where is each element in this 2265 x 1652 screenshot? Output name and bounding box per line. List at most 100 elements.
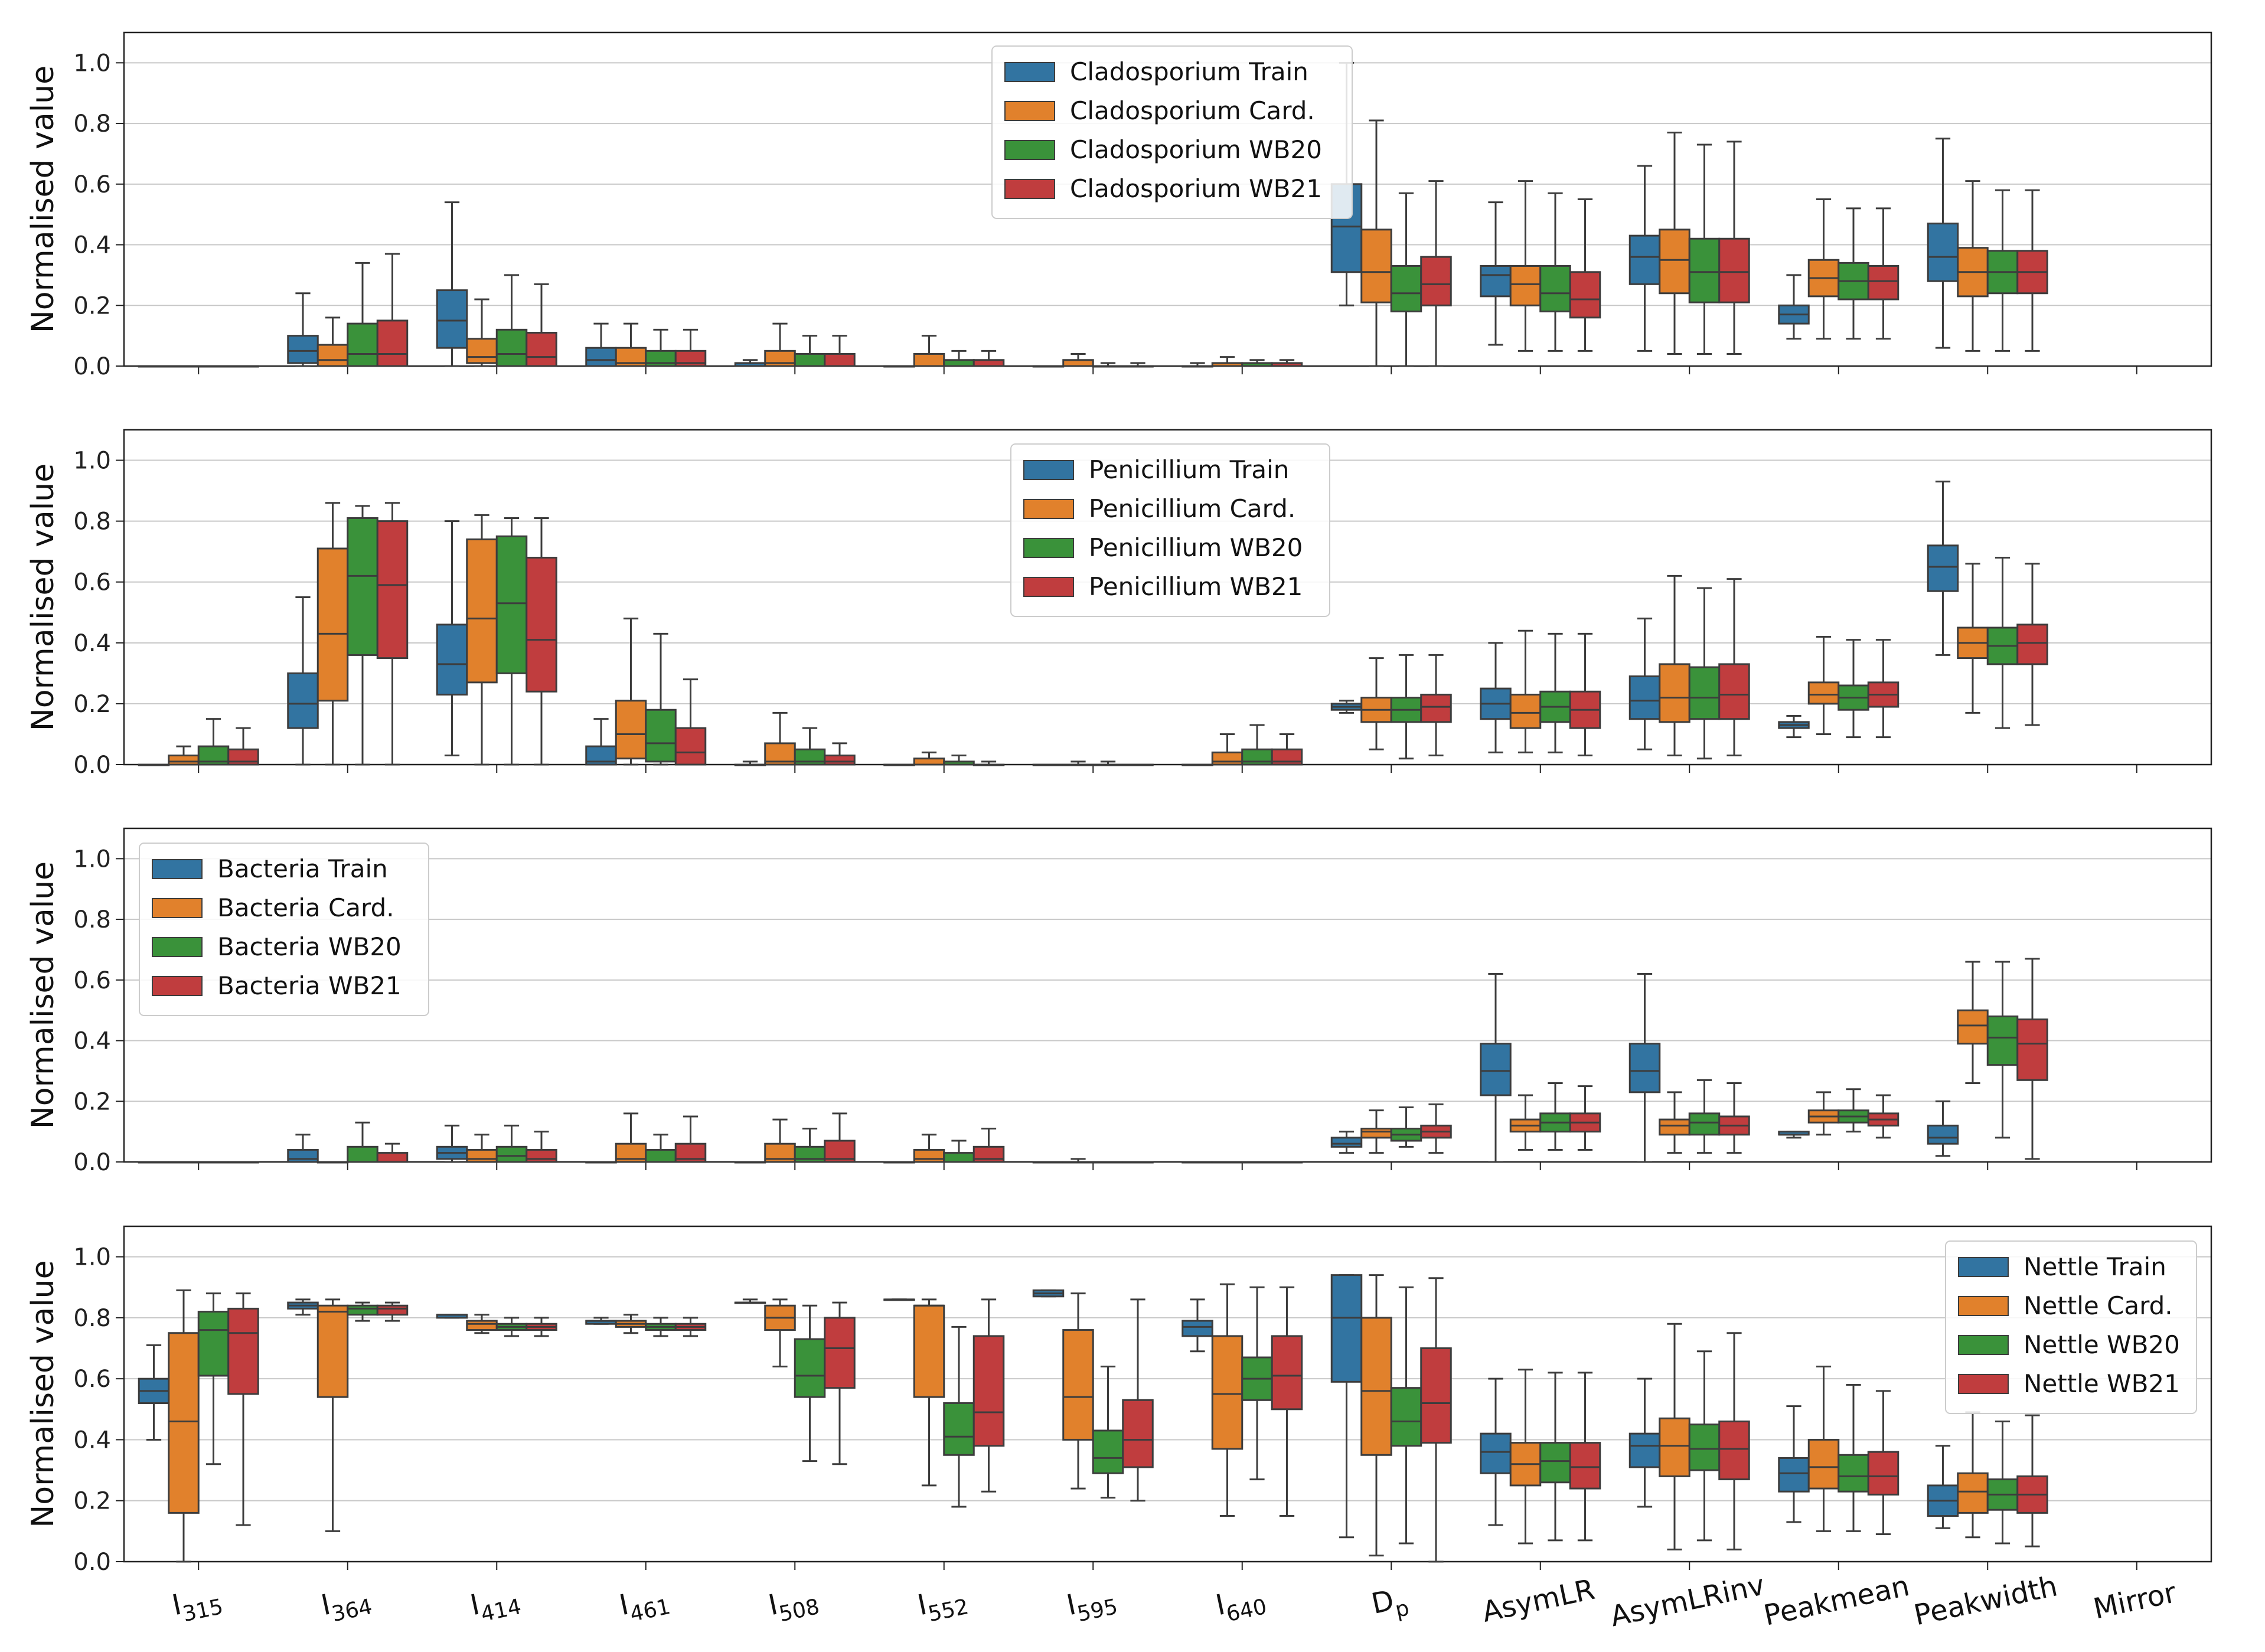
y-tick-label: 1.0 (73, 845, 111, 873)
legend-label: Bacteria Card. (217, 893, 394, 922)
box-iqr (466, 338, 498, 364)
box-card (1509, 180, 1542, 352)
box-wb20 (1092, 760, 1124, 766)
box-iqr (1182, 1320, 1213, 1337)
legend-box (991, 45, 1353, 219)
box-card (316, 502, 349, 766)
box-wb21 (1569, 1085, 1601, 1151)
box-iqr (316, 1304, 349, 1398)
box-train (585, 1161, 617, 1164)
box-train (1182, 1161, 1213, 1164)
box-card (1659, 132, 1690, 355)
box-train (734, 760, 766, 766)
box-card (764, 322, 796, 367)
box-wb20 (794, 335, 826, 367)
box-card (168, 745, 200, 766)
box-wb20 (1688, 1079, 1721, 1154)
box-iqr (287, 672, 319, 729)
box-train (138, 365, 170, 368)
box-iqr (376, 1152, 409, 1163)
box-card (1509, 1369, 1542, 1545)
box-wb20 (197, 718, 230, 766)
box-wb20 (1688, 143, 1721, 355)
box-iqr (1360, 1317, 1392, 1456)
box-iqr (287, 1148, 319, 1163)
box-card (1957, 563, 1989, 714)
box-wb21 (1569, 1372, 1601, 1542)
box-wb20 (1986, 189, 2019, 352)
box-iqr (495, 328, 528, 367)
box-iqr (287, 335, 319, 364)
panel-2: 0.0 0.2 0.4 0.6 0.8 1.0 Normalised value Penici… (25, 429, 2212, 779)
box-card (615, 1112, 647, 1163)
box-wb21 (2016, 563, 2048, 726)
box-wb20 (1838, 207, 1869, 340)
box-wb21 (1867, 1390, 1900, 1536)
y-tick-label: 0.0 (73, 353, 111, 380)
box-iqr (913, 758, 945, 766)
box-iqr (824, 1317, 856, 1389)
box-wb20 (347, 262, 378, 367)
legend-swatch (1023, 499, 1074, 519)
box-card (615, 322, 647, 367)
box-iqr (1807, 1438, 1840, 1490)
box-wb21 (1867, 639, 1900, 739)
y-tick-label: 1.0 (73, 50, 111, 77)
legend-label: Nettle WB21 (2024, 1369, 2180, 1398)
plot-frame (123, 1225, 2212, 1563)
legend-swatch (152, 976, 203, 996)
box-wb21 (674, 1115, 707, 1163)
box-card (913, 335, 945, 367)
box-card (316, 316, 349, 367)
box-wb20 (1539, 632, 1571, 753)
x-tick-label: I315 (169, 1579, 226, 1628)
box-card (1211, 1161, 1244, 1164)
box-train (436, 1124, 468, 1163)
box-wb21 (227, 1161, 259, 1164)
y-tick-label: 0.2 (73, 1488, 111, 1515)
y-tick-label: 0.2 (73, 1088, 111, 1115)
box-card (913, 1298, 945, 1487)
legend-box (139, 843, 429, 1016)
box-card (168, 1161, 200, 1164)
legend-label: Penicillium Train (1089, 455, 1289, 484)
box-wb21 (1122, 1161, 1154, 1164)
box-card (1957, 180, 1989, 352)
box-train (138, 1344, 170, 1441)
box-train (1927, 138, 1959, 349)
box-iqr (1480, 1043, 1512, 1096)
box-iqr (347, 1304, 378, 1316)
x-tick-label: Peakwidth (1911, 1569, 2061, 1632)
box-iqr (1718, 663, 1750, 720)
box-wb21 (674, 328, 707, 367)
box-wb21 (972, 350, 1005, 367)
box-wb20 (1539, 192, 1571, 352)
y-axis-label: Normalised value (25, 66, 61, 333)
box-wb20 (1092, 1366, 1124, 1499)
box-train (585, 322, 617, 367)
box-iqr (1867, 1451, 1900, 1496)
box-card (913, 751, 945, 766)
box-iqr (585, 347, 617, 367)
legend: Nettle Train Nettle Card. Nettle WB20 Nettl… (1945, 1240, 2197, 1414)
box-train (1778, 715, 1810, 739)
box-wb21 (526, 517, 557, 766)
y-tick-label: 0.6 (73, 569, 111, 596)
box-wb21 (1122, 362, 1154, 368)
box-wb20 (645, 1317, 677, 1337)
box-iqr (347, 517, 378, 656)
box-iqr (376, 1304, 409, 1316)
box-train (1628, 1377, 1661, 1508)
box-wb20 (645, 1134, 677, 1163)
y-axis-label: Normalised value (25, 861, 61, 1129)
x-tick-label: I640 (1213, 1579, 1269, 1628)
box-wb21 (1867, 207, 1900, 340)
box-iqr (1062, 1329, 1094, 1441)
legend-swatch (152, 898, 203, 918)
box-card (168, 365, 200, 368)
box-wb21 (376, 1142, 409, 1163)
box-wb20 (1986, 961, 2019, 1139)
box-wb20 (794, 1128, 826, 1163)
box-train (1927, 1445, 1959, 1529)
box-iqr (1927, 223, 1959, 282)
